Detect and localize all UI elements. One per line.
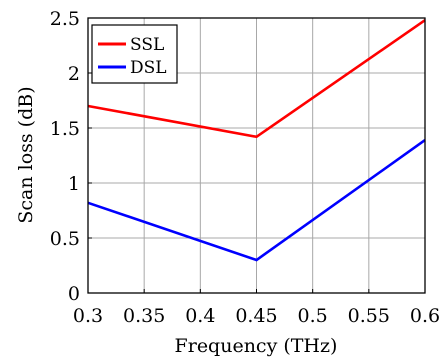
legend-box (91, 24, 178, 84)
y-tick-label: 0 (68, 283, 80, 305)
y-tick-label: 1.5 (50, 118, 80, 140)
x-tick-label: 0.35 (123, 305, 165, 327)
x-tick-label: 0.45 (235, 305, 277, 327)
y-tick-label: 2 (68, 63, 80, 85)
x-tick-label: 0.55 (348, 305, 390, 327)
x-tick-label: 0.6 (410, 305, 440, 327)
x-tick-label: 0.3 (73, 305, 103, 327)
plot-frame (87, 17, 426, 294)
y-tick-labels: 0 0.5 1 1.5 2 2.5 (50, 8, 80, 305)
series-line-ssl (87, 19, 426, 139)
y-tick-label: 0.5 (50, 228, 80, 250)
x-tick-label: 0.4 (185, 305, 215, 327)
y-tick-label: 1 (68, 173, 80, 195)
y-tick-label: 2.5 (50, 8, 80, 30)
x-tick-labels: 0.3 0.35 0.4 0.45 0.5 0.55 0.6 (73, 305, 440, 327)
y-axis-label: Scan loss (dB) (15, 86, 37, 223)
series-line-dsl (87, 139, 426, 262)
legend-label-dsl: DSL (130, 58, 167, 78)
legend: SSL DSL (91, 24, 178, 84)
x-tick-label: 0.5 (298, 305, 328, 327)
series-lines (87, 19, 426, 262)
legend-label-ssl: SSL (130, 35, 164, 55)
x-axis-label: Frequency (THz) (175, 335, 338, 357)
